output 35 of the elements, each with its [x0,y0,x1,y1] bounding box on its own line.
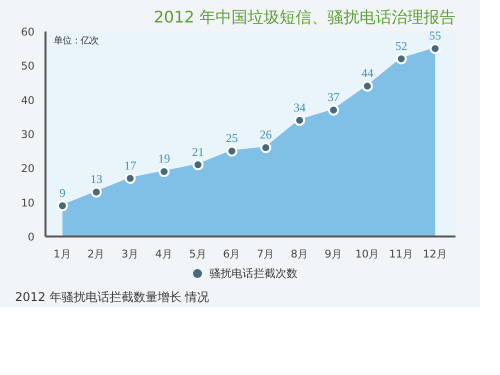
data-label: 34 [294,100,306,114]
x-tick-label: 11月 [389,248,414,260]
data-label: 44 [361,66,374,80]
data-label: 52 [395,38,408,53]
data-label: 37 [328,90,340,104]
data-label: 55 [429,28,442,43]
x-tick-label: 7月 [256,248,275,260]
y-tick-label: 10 [20,196,35,210]
data-label: 17 [124,158,136,172]
x-tick-label: 12月 [422,248,448,260]
x-tick-label: 3月 [121,248,140,260]
y-tick-label: 30 [20,128,35,141]
x-tick-label: 1月 [54,248,72,260]
x-tick-label: 5月 [189,248,207,260]
text: 2012 年骚扰电话拦截数量增长 情况 [15,289,210,306]
x-tick-label: 2月 [87,248,106,260]
x-tick-label: 8月 [290,248,309,260]
x-tick-label: 4月 [155,248,173,260]
data-label: 13 [90,172,102,186]
x-tick-label: 9月 [324,248,342,260]
y-tick-label: 20 [20,162,35,176]
x-tick-label: 6月 [222,248,241,260]
data-label: 25 [226,131,238,146]
data-label: 21 [192,144,204,159]
legend-label: 骚扰电话拦截次数 [210,267,298,280]
data-label: 19 [158,152,170,166]
y-tick-label: 60 [20,26,35,38]
y-tick-label: 40 [20,94,35,107]
y-tick-label: 0 [28,230,35,244]
data-label: 26 [260,128,272,142]
x-tick-label: 10月 [355,248,380,260]
chart-title: 2012 年中国垃圾短信、骚扰电话治理报告 [154,8,456,26]
y-tick-label: 50 [20,60,35,73]
y-axis-title: 单位：亿次 [54,36,98,46]
data-label: 9 [59,186,66,200]
